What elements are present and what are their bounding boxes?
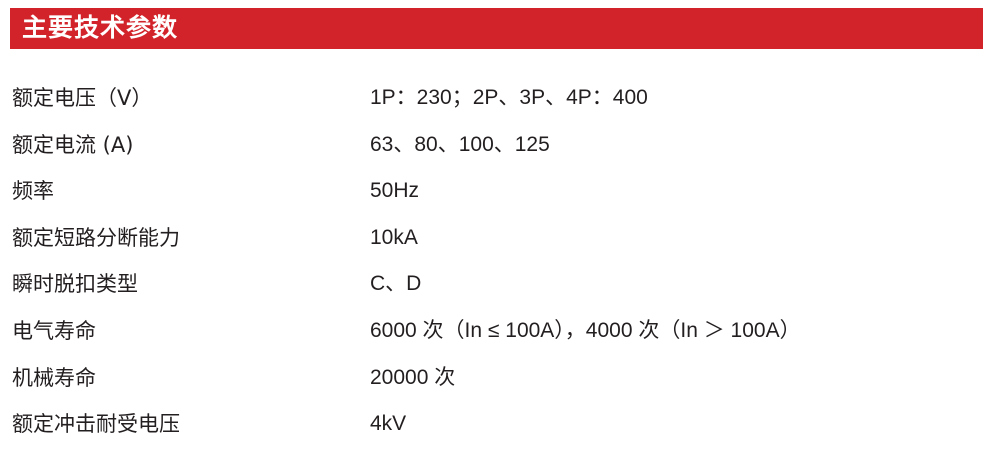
spec-value: 10kA (370, 225, 418, 249)
spec-row-rated-voltage: 额定电压（V） 1P：230；2P、3P、4P：400 (0, 76, 983, 123)
spec-value: 4kV (370, 412, 407, 436)
spec-row-frequency: 频率 50Hz (0, 169, 983, 216)
spec-label: 瞬时脱扣类型 (12, 272, 138, 297)
spec-row-electrical-life: 电气寿命 6000 次（In ≤ 100A），4000 次（In ＞ 100A） (0, 309, 983, 356)
spec-row-mechanical-life: 机械寿命 20000 次 (0, 356, 983, 403)
spec-label: 机械寿命 (12, 365, 96, 390)
spec-value: 63、80、100、125 (370, 132, 550, 156)
spec-value: C、D (370, 272, 422, 296)
spec-label: 电气寿命 (12, 318, 96, 343)
spec-row-rated-current: 额定电流 (A) 63、80、100、125 (0, 123, 983, 170)
spec-label: 额定电流 (A) (12, 132, 134, 157)
spec-value: 50Hz (370, 179, 420, 203)
spec-label: 频率 (12, 179, 54, 204)
spec-value: 20000 次 (370, 365, 456, 389)
spec-row-breaking-capacity: 额定短路分断能力 10kA (0, 216, 983, 263)
spec-row-trip-type: 瞬时脱扣类型 C、D (0, 262, 983, 309)
section-title: 主要技术参数 (22, 13, 179, 42)
spec-table: 额定电压（V） 1P：230；2P、3P、4P：400 额定电流 (A) 63、… (0, 76, 983, 449)
spec-value: 1P：230；2P、3P、4P：400 (370, 86, 648, 109)
spec-label: 额定短路分断能力 (12, 225, 180, 250)
spec-value: 6000 次（In ≤ 100A），4000 次（In ＞ 100A） (370, 318, 801, 342)
spec-label: 额定电压（V） (12, 86, 153, 110)
spec-row-impulse-voltage: 额定冲击耐受电压 4kV (0, 402, 983, 449)
section-header-banner: 主要技术参数 (10, 8, 983, 49)
spec-label: 额定冲击耐受电压 (12, 412, 180, 437)
